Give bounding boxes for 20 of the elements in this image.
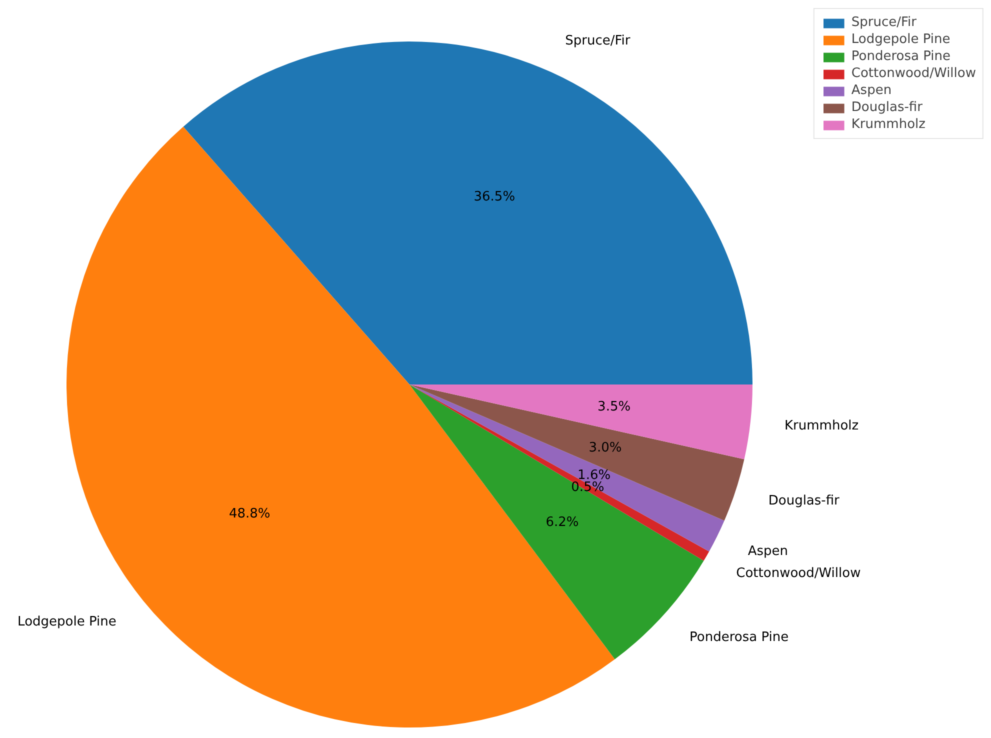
legend-label: Cottonwood/Willow bbox=[851, 66, 976, 81]
slice-label: Spruce/Fir bbox=[565, 33, 631, 48]
data-label: 6.2% bbox=[546, 514, 579, 530]
legend-label: Krummholz bbox=[851, 117, 926, 132]
slice-label: Cottonwood/Willow bbox=[736, 566, 862, 581]
data-label: 36.5% bbox=[474, 190, 516, 205]
legend-label: Ponderosa Pine bbox=[851, 49, 951, 64]
data-label: 48.8% bbox=[228, 506, 270, 522]
slice-label: Lodgepole Pine bbox=[18, 614, 116, 630]
data-label: 0.5% bbox=[571, 480, 604, 495]
legend-label: Aspen bbox=[851, 83, 892, 98]
legend-label: Lodgepole Pine bbox=[851, 32, 950, 47]
legend-label: Spruce/Fir bbox=[851, 15, 917, 30]
slice-label: Krummholz bbox=[784, 418, 859, 434]
legend-label: Douglas-fir bbox=[851, 100, 922, 115]
slice-label: Douglas-fir bbox=[768, 493, 840, 508]
data-label: 3.5% bbox=[598, 400, 631, 415]
data-label: 3.0% bbox=[588, 440, 622, 456]
slice-label: Aspen bbox=[748, 544, 788, 559]
slice-label: Ponderosa Pine bbox=[690, 630, 789, 645]
